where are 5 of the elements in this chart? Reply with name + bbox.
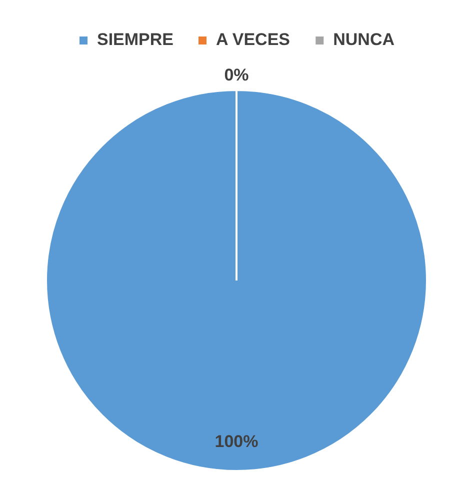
data-label: 100%: [214, 432, 258, 452]
legend-label: A VECES: [216, 30, 290, 50]
legend-label: SIEMPRE: [96, 30, 174, 50]
text: 0%: [224, 66, 249, 85]
legend-label: NUNCA: [333, 30, 395, 50]
